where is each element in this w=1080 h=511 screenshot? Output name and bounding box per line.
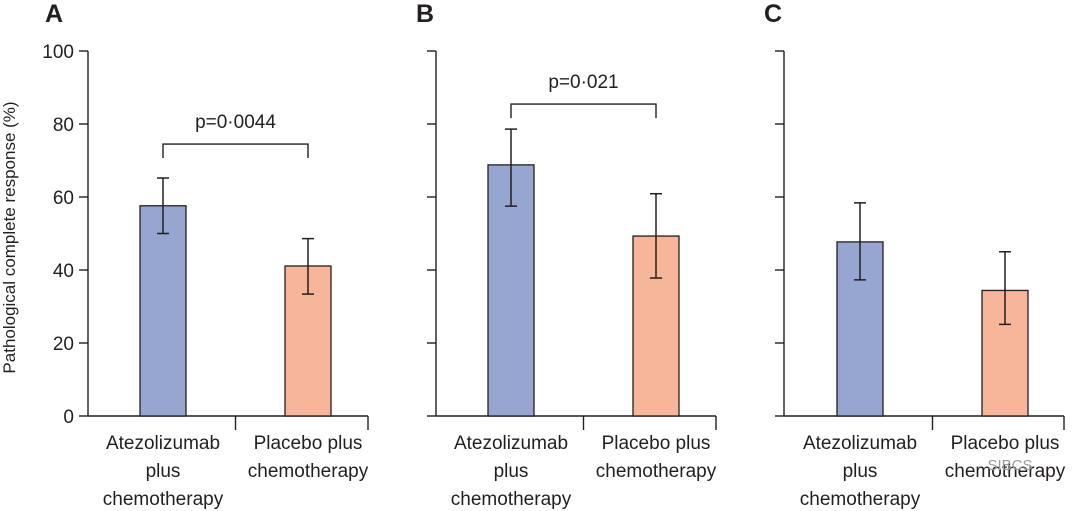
- y-tick-label: 0: [63, 407, 74, 428]
- category-label: Placebo plus chemotherapy: [248, 433, 369, 482]
- category-label: Atezolizumab plus chemotherapy: [800, 433, 921, 510]
- category-label: Atezolizumab plus chemotherapy: [451, 433, 572, 510]
- panel-letter: B: [416, 0, 434, 28]
- y-tick-label: 60: [53, 188, 74, 209]
- significance-bracket: [162, 143, 309, 159]
- category-label: Placebo plus chemotherapy: [596, 433, 717, 482]
- panel-letter: A: [45, 0, 63, 28]
- panel-c: C Atezolizumab plus chemotherapy Placebo plu…: [764, 0, 1066, 510]
- p-value-label: p=0·021: [548, 72, 618, 93]
- significance-bracket: [510, 103, 657, 119]
- y-tick-label: 40: [53, 261, 74, 282]
- category-label: Atezolizumab plus chemotherapy: [103, 433, 224, 510]
- y-axis-label: Pathological complete response (%): [0, 101, 19, 373]
- p-value-label: p=0·0044: [195, 112, 276, 133]
- y-tick-label: 20: [53, 334, 74, 355]
- bar-1: [139, 205, 187, 417]
- y-tick-label: 80: [53, 115, 74, 136]
- bar-2: [284, 265, 332, 417]
- y-tick-label: 100: [42, 42, 74, 63]
- category-label: Placebo plus chemotherapy: [945, 433, 1066, 482]
- panel-b: B Atezolizumab plus chemotherapy Placebo plu…: [416, 0, 717, 510]
- panel-letter: C: [764, 0, 782, 28]
- watermark: SIBCS: [987, 457, 1032, 474]
- panel-a: A 0 20 40 60 80 100 Pathological complete respo…: [0, 0, 369, 510]
